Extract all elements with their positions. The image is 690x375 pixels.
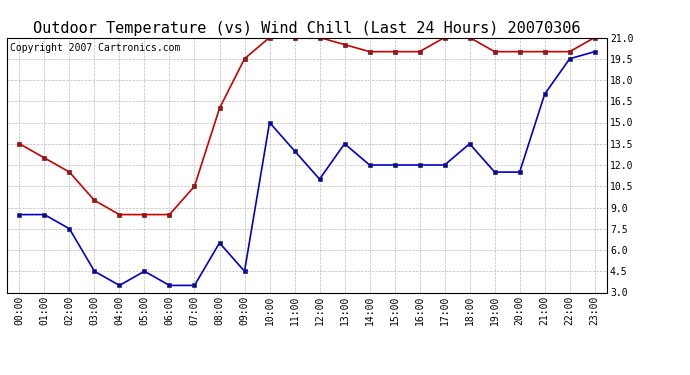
Text: Copyright 2007 Cartronics.com: Copyright 2007 Cartronics.com xyxy=(10,43,180,52)
Title: Outdoor Temperature (vs) Wind Chill (Last 24 Hours) 20070306: Outdoor Temperature (vs) Wind Chill (Las… xyxy=(33,21,581,36)
